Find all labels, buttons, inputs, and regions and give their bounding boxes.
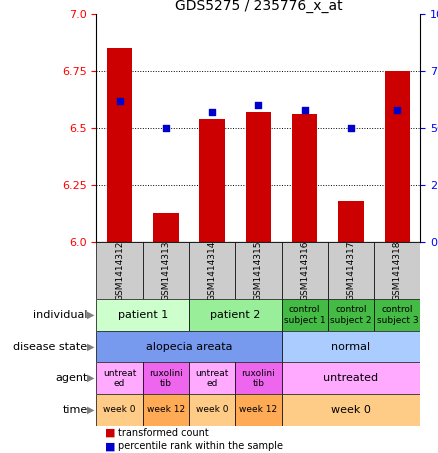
Bar — [189, 362, 235, 394]
Bar — [328, 242, 374, 299]
Bar — [96, 394, 143, 426]
Point — [162, 125, 170, 132]
Text: control
subject 3: control subject 3 — [377, 305, 418, 324]
Text: GSM1414315: GSM1414315 — [254, 241, 263, 301]
Text: control
subject 1: control subject 1 — [284, 305, 325, 324]
Bar — [143, 242, 189, 299]
Point — [208, 108, 215, 116]
Text: normal: normal — [332, 342, 371, 352]
Text: week 12: week 12 — [147, 405, 185, 414]
Bar — [282, 394, 420, 426]
Text: individual: individual — [33, 310, 88, 320]
Bar — [107, 48, 132, 242]
Bar — [338, 201, 364, 242]
Bar — [189, 242, 235, 299]
Text: transformed count: transformed count — [118, 428, 209, 438]
Text: GSM1414317: GSM1414317 — [346, 241, 356, 301]
Text: untreat
ed: untreat ed — [103, 369, 136, 388]
Text: disease state: disease state — [14, 342, 88, 352]
Text: ■: ■ — [105, 428, 116, 438]
Bar — [96, 299, 189, 331]
Bar — [235, 242, 282, 299]
Bar — [374, 242, 420, 299]
Text: week 0: week 0 — [103, 405, 136, 414]
Text: percentile rank within the sample: percentile rank within the sample — [118, 441, 283, 451]
Bar — [153, 212, 179, 242]
Bar — [282, 362, 420, 394]
Text: GSM1414312: GSM1414312 — [115, 241, 124, 301]
Bar — [292, 114, 318, 242]
Bar — [96, 331, 282, 362]
Text: alopecia areata: alopecia areata — [146, 342, 232, 352]
Bar — [328, 299, 374, 331]
Text: ruxolini
tib: ruxolini tib — [241, 369, 276, 388]
Bar — [374, 299, 420, 331]
Text: GSM1414316: GSM1414316 — [300, 241, 309, 301]
Bar — [282, 299, 328, 331]
Text: control
subject 2: control subject 2 — [330, 305, 372, 324]
Bar — [199, 119, 225, 242]
Point — [116, 97, 123, 104]
Text: untreat
ed: untreat ed — [195, 369, 229, 388]
Text: ▶: ▶ — [87, 405, 94, 415]
Text: ▶: ▶ — [87, 310, 94, 320]
Text: agent: agent — [55, 373, 88, 383]
Point — [347, 125, 354, 132]
Text: week 0: week 0 — [196, 405, 228, 414]
Bar — [246, 112, 271, 242]
Text: week 12: week 12 — [239, 405, 278, 414]
Bar — [282, 242, 328, 299]
Text: ■: ■ — [105, 441, 116, 451]
Text: ▶: ▶ — [87, 373, 94, 383]
Bar — [235, 362, 282, 394]
Text: time: time — [62, 405, 88, 415]
Text: GSM1414314: GSM1414314 — [208, 241, 217, 301]
Bar — [385, 71, 410, 242]
Text: GSM1414313: GSM1414313 — [161, 241, 170, 301]
Text: ruxolini
tib: ruxolini tib — [149, 369, 183, 388]
Bar — [189, 299, 282, 331]
Text: patient 2: patient 2 — [210, 310, 261, 320]
Text: untreated: untreated — [324, 373, 378, 383]
Bar — [143, 394, 189, 426]
Bar — [189, 394, 235, 426]
Point — [255, 101, 262, 109]
Text: ▶: ▶ — [87, 342, 94, 352]
Bar — [96, 242, 143, 299]
Bar — [282, 331, 420, 362]
Text: week 0: week 0 — [331, 405, 371, 415]
Point — [394, 106, 401, 113]
Point — [301, 106, 308, 113]
Bar — [96, 362, 143, 394]
Bar — [143, 362, 189, 394]
Title: GDS5275 / 235776_x_at: GDS5275 / 235776_x_at — [175, 0, 342, 13]
Bar — [235, 394, 282, 426]
Text: patient 1: patient 1 — [117, 310, 168, 320]
Text: GSM1414318: GSM1414318 — [393, 241, 402, 301]
